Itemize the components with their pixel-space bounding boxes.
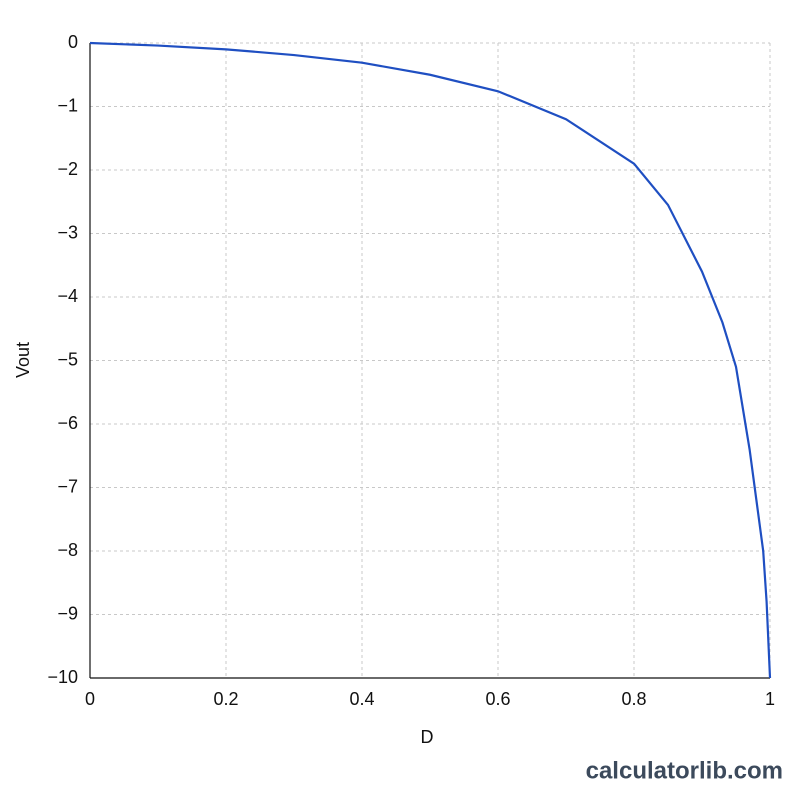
x-axis-label: D [421,727,434,747]
y-tick-label: −4 [57,286,78,306]
y-tick-label: −7 [57,476,78,496]
y-tick-label: −1 [57,95,78,115]
data-line [89,41,772,679]
x-tick-label: 0 [85,689,95,709]
y-tick-label: −9 [57,603,78,623]
y-tick-label: −2 [57,159,78,179]
x-tick-label: 0.8 [621,689,646,709]
y-tick-label: −10 [47,667,78,687]
watermark: calculatorlib.com [586,757,783,784]
x-tick-label: 1 [765,689,775,709]
x-tick-label: 0.2 [213,689,238,709]
y-tick-label: −8 [57,540,78,560]
y-axis-label: Vout [13,342,33,378]
y-tick-label: −3 [57,222,78,242]
y-tick-label: 0 [68,32,78,52]
x-tick-label: 0.4 [349,689,374,709]
x-tick-label: 0.6 [485,689,510,709]
y-tick-label: −6 [57,413,78,433]
y-tick-label: −5 [57,349,78,369]
